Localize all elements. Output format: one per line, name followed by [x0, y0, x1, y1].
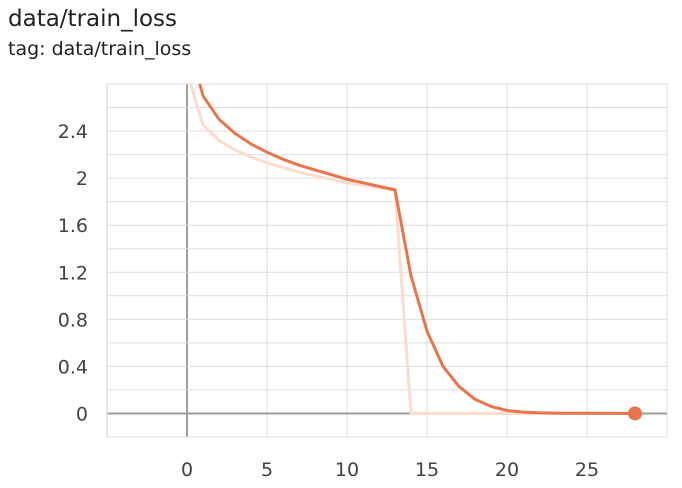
y-tick-label: 1.6 — [58, 215, 88, 237]
y-tick-label: 1.2 — [58, 262, 88, 284]
y-tick-label: 0.8 — [58, 309, 88, 331]
raw-series-line — [188, 84, 637, 415]
last-point-marker — [628, 406, 642, 421]
chart-tag: tag: data/train_loss — [8, 38, 192, 60]
x-tick-label: 5 — [261, 459, 273, 481]
x-tick-label: 0 — [181, 459, 193, 481]
y-tick-label: 2 — [76, 168, 88, 190]
x-tick-label: 15 — [415, 459, 439, 481]
x-tick-label: 20 — [495, 459, 519, 481]
y-tick-label: 0.4 — [58, 356, 88, 378]
chart-title: data/train_loss — [8, 6, 178, 32]
y-tick-label: 2.4 — [58, 121, 88, 143]
x-tick-label: 25 — [575, 459, 599, 481]
x-tick-label: 10 — [335, 459, 359, 481]
y-tick-label: 0 — [76, 403, 88, 425]
smoothed-series-line — [198, 84, 637, 415]
